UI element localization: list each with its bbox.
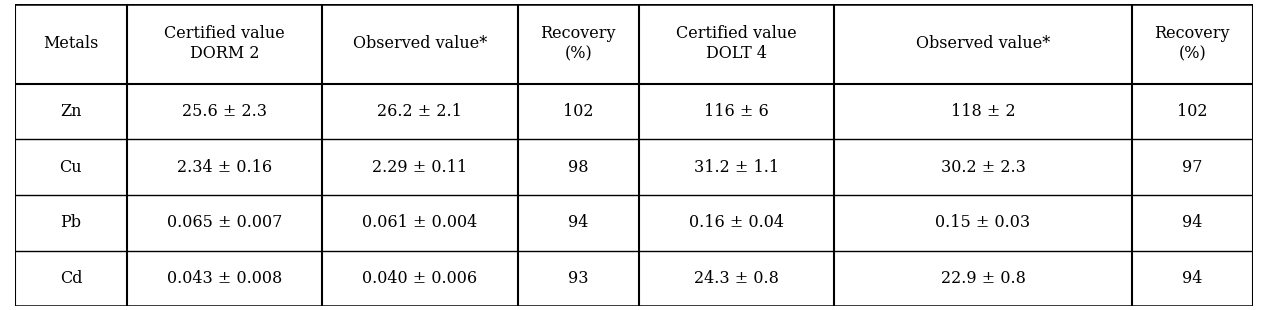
Text: Recovery
(%): Recovery (%) xyxy=(1154,25,1230,62)
Text: 98: 98 xyxy=(568,159,588,176)
Text: Cu: Cu xyxy=(60,159,82,176)
Text: 2.34 ± 0.16: 2.34 ± 0.16 xyxy=(176,159,271,176)
Text: 25.6 ± 2.3: 25.6 ± 2.3 xyxy=(181,103,266,120)
Text: 24.3 ± 0.8: 24.3 ± 0.8 xyxy=(695,270,779,287)
Text: 26.2 ± 2.1: 26.2 ± 2.1 xyxy=(378,103,463,120)
Text: 30.2 ± 2.3: 30.2 ± 2.3 xyxy=(941,159,1026,176)
Text: Observed value*: Observed value* xyxy=(915,35,1050,52)
Text: 118 ± 2: 118 ± 2 xyxy=(951,103,1016,120)
Text: 0.043 ± 0.008: 0.043 ± 0.008 xyxy=(166,270,281,287)
Text: Zn: Zn xyxy=(60,103,81,120)
Text: 0.061 ± 0.004: 0.061 ± 0.004 xyxy=(363,215,478,231)
Text: 93: 93 xyxy=(568,270,588,287)
Text: Recovery
(%): Recovery (%) xyxy=(540,25,616,62)
Text: 102: 102 xyxy=(563,103,593,120)
Text: 0.16 ± 0.04: 0.16 ± 0.04 xyxy=(690,215,784,231)
Text: Pb: Pb xyxy=(61,215,81,231)
Text: Certified value
DORM 2: Certified value DORM 2 xyxy=(164,25,285,62)
Text: Metals: Metals xyxy=(43,35,99,52)
Text: 116 ± 6: 116 ± 6 xyxy=(704,103,770,120)
Text: Observed value*: Observed value* xyxy=(353,35,487,52)
Text: 97: 97 xyxy=(1182,159,1202,176)
Text: 94: 94 xyxy=(1182,215,1202,231)
Text: 94: 94 xyxy=(568,215,588,231)
Text: 0.15 ± 0.03: 0.15 ± 0.03 xyxy=(936,215,1031,231)
Text: 2.29 ± 0.11: 2.29 ± 0.11 xyxy=(373,159,468,176)
Text: 31.2 ± 1.1: 31.2 ± 1.1 xyxy=(694,159,780,176)
Text: 102: 102 xyxy=(1177,103,1207,120)
Text: 0.040 ± 0.006: 0.040 ± 0.006 xyxy=(363,270,478,287)
Text: Certified value
DOLT 4: Certified value DOLT 4 xyxy=(676,25,798,62)
Text: 0.065 ± 0.007: 0.065 ± 0.007 xyxy=(166,215,281,231)
Text: 94: 94 xyxy=(1182,270,1202,287)
Text: Cd: Cd xyxy=(60,270,82,287)
Text: 22.9 ± 0.8: 22.9 ± 0.8 xyxy=(941,270,1026,287)
